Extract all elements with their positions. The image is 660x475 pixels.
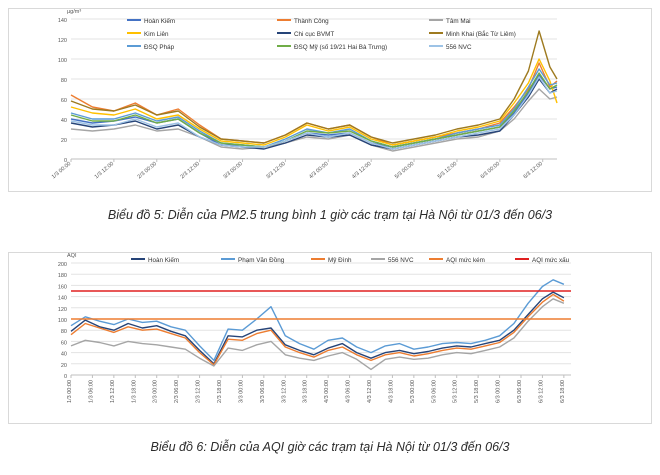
aqi-x-tick-label: 2/3 00:00 [153,380,159,403]
pm25-caption: Biểu đồ 5: Diễn của PM2.5 trung bình 1 g… [107,208,553,222]
pm25-y-tick-label: 120 [58,38,67,44]
pm25-x-tick-label: 6/3 00:00 [480,161,501,180]
pm25-y-axis-label: µg/m³ [67,9,81,15]
aqi-x-tick-label: 6/3 06:00 [517,380,523,403]
aqi-x-tick-label: 3/3 12:00 [281,380,287,403]
aqi-x-tick-label: 1/3 12:00 [110,380,116,403]
pm25-series-8-line [70,76,558,150]
aqi-y-tick-label: 120 [58,307,67,313]
aqi-x-tick-label: 6/3 18:00 [560,380,566,403]
aqi-x-tick-label: 6/3 00:00 [496,380,502,403]
aqi-chart: AQI 0 20 40 60 80 100 120 140 160 180 200 1/3 00:00 1… [58,253,571,403]
aqi-legend-label: Hoàn Kiếm [148,255,179,264]
aqi-y-tick-label: 60 [61,340,67,346]
aqi-y-tick-label: 160 [58,284,67,290]
aqi-legend-label: Phạm Văn Đồng [238,255,285,264]
pm25-legend-label: Minh Khai (Bắc Từ Liêm) [446,29,516,38]
aqi-y-tick-label: 100 [58,318,67,324]
pm25-x-tick-label: 5/3 12:00 [437,161,458,180]
pm25-chart: µg/m³ 0 20 40 60 80 100 120 140 1/3 00:00 1/3 12:0… [51,9,558,180]
pm25-legend-label: ĐSQ Pháp [144,44,175,51]
pm25-legend-label: Chi cục BVMT [294,31,334,38]
pm25-y-tick-label: 80 [61,78,67,84]
pm25-series-6-line [70,68,558,148]
aqi-y-tick-label: 80 [61,329,67,335]
pm25-x-tick-label: 5/3 00:00 [394,161,415,180]
pm25-x-tick-label: 1/3 12:00 [94,161,115,180]
pm25-y-tick-label: 0 [64,158,67,164]
aqi-series-2-line [70,293,565,366]
aqi-y-tick-label: 0 [64,374,67,380]
aqi-x-tick-label: 2/3 12:00 [196,380,202,403]
aqi-y-tick-label: 140 [58,296,67,302]
pm25-series-1-line [70,62,558,146]
pm25-x-tick-label: 6/3 12:00 [523,161,544,180]
pm25-series-2-line [70,88,558,152]
pm25-legend-label: Hoàn Kiếm [144,16,175,25]
aqi-legend-label: AQI mức kém [446,257,485,264]
aqi-legend-label: Mỹ Đình [328,257,352,264]
aqi-x-tick-label: 3/3 06:00 [260,380,266,403]
aqi-x-tick-label: 4/3 18:00 [388,380,394,403]
aqi-x-tick-label: 1/3 00:00 [67,380,73,403]
pm25-legend-label: 556 NVC [446,44,472,51]
pm25-series-7-line [70,72,558,148]
aqi-legend-label: AQI mức xấu [532,255,570,264]
pm25-legend-label: Thành Công [294,18,329,25]
aqi-series-3-line [70,298,565,371]
aqi-x-tick-label: 4/3 00:00 [324,380,330,403]
aqi-x-tick-label: 5/3 18:00 [474,380,480,403]
aqi-y-axis-label: AQI [67,253,77,259]
aqi-x-tick-label: 3/3 00:00 [238,380,244,403]
aqi-x-tick-label: 1/3 18:00 [131,380,137,403]
aqi-x-tick-label: 4/3 12:00 [367,380,373,403]
pm25-chart-panel: µg/m³ 0 20 40 60 80 100 120 140 1/3 00:00 1/3 12:0… [8,8,652,192]
pm25-y-tick-label: 140 [58,18,67,24]
pm25-x-tick-label: 2/3 00:00 [137,161,158,180]
aqi-chart-panel: AQI 0 20 40 60 80 100 120 140 160 180 200 1/3 00:00 1… [8,252,652,424]
pm25-legend-label: Kim Liên [144,31,169,38]
aqi-x-tick-label: 2/3 18:00 [217,380,223,403]
pm25-y-tick-label: 20 [61,138,67,144]
aqi-series-1-line [70,279,565,362]
aqi-x-tick-label: 5/3 00:00 [410,380,416,403]
aqi-y-tick-label: 20 [61,363,67,369]
aqi-x-tick-label: 5/3 06:00 [431,380,437,403]
pm25-x-tick-label: 4/3 12:00 [351,161,372,180]
aqi-legend-label: 556 NVC [388,257,414,264]
aqi-x-tick-label: 2/3 06:00 [174,380,180,403]
pm25-y-tick-label: 60 [61,98,67,104]
pm25-x-tick-label: 3/3 12:00 [265,161,286,180]
pm25-legend-label: ĐSQ Mỹ (số 19/21 Hai Bà Trưng) [294,42,387,51]
pm25-x-tick-label: 3/3 00:00 [222,161,243,180]
pm25-x-tick-label: 4/3 00:00 [308,161,329,180]
aqi-x-tick-label: 6/3 12:00 [538,380,544,403]
aqi-x-tick-label: 3/3 18:00 [303,380,309,403]
pm25-y-tick-label: 100 [58,58,67,64]
pm25-series-5-line [70,30,558,144]
pm25-legend-label: Tâm Mai [446,18,471,25]
aqi-y-tick-label: 180 [58,273,67,279]
aqi-x-tick-label: 1/3 06:00 [88,380,94,403]
aqi-caption: Biểu đồ 6: Diễn của AQI giờ các trạm tại… [150,440,510,454]
aqi-series-0-line [70,291,565,365]
aqi-y-tick-label: 200 [58,262,67,268]
pm25-y-tick-label: 40 [61,118,67,124]
aqi-x-tick-label: 4/3 06:00 [346,380,352,403]
aqi-y-tick-label: 40 [61,352,67,358]
pm25-x-tick-label: 1/3 00:00 [51,161,72,180]
aqi-x-tick-label: 5/3 12:00 [453,380,459,403]
pm25-series-3-line [70,58,558,146]
pm25-x-tick-label: 2/3 12:00 [180,161,201,180]
